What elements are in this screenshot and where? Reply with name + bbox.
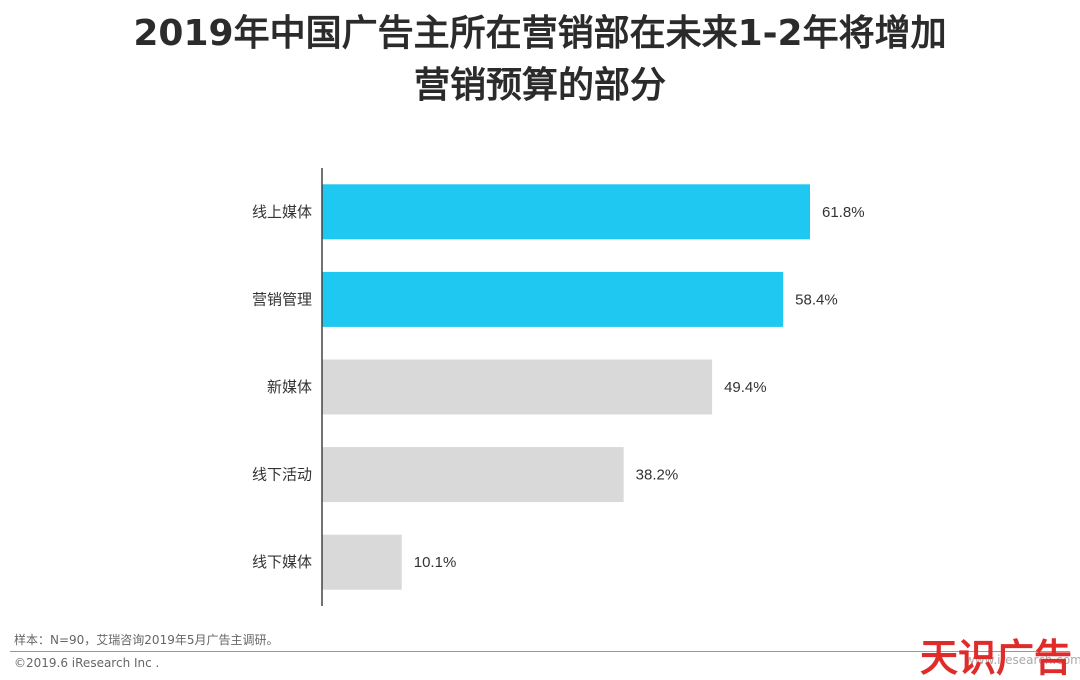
- bar-1: [322, 184, 810, 240]
- category-label-4: 线下活动: [252, 466, 312, 484]
- bars-group: [322, 184, 810, 590]
- footer-divider: [10, 651, 1070, 652]
- category-label-5: 线下媒体: [252, 553, 312, 571]
- bar-3: [322, 359, 713, 415]
- labels-group: 线上媒体 61.8% 营销管理 58.4% 新媒体 49.4% 线下活动 38.2% 线下媒体 1…: [252, 203, 865, 571]
- chart-title: 2019年中国广告主所在营销部在未来1-2年将增加 营销预算的部分: [0, 8, 1080, 112]
- watermark-url: www.iresearch.com: [965, 653, 1080, 667]
- value-label-4: 38.2%: [636, 467, 679, 484]
- value-label-2: 58.4%: [795, 291, 838, 308]
- sample-footnote: 样本：N=90，艾瑞咨询2019年5月广告主调研。: [14, 633, 279, 647]
- value-label-5: 10.1%: [414, 554, 457, 571]
- category-label-1: 线上媒体: [252, 203, 312, 221]
- value-label-3: 49.4%: [724, 379, 767, 396]
- bar-5: [322, 534, 402, 590]
- value-label-1: 61.8%: [822, 204, 865, 221]
- chart-title-line-2: 营销预算的部分: [413, 65, 666, 106]
- category-label-3: 新媒体: [267, 378, 312, 396]
- category-label-2: 营销管理: [252, 290, 312, 308]
- watermark-logo: 天识广告: [920, 636, 1073, 680]
- chart-title-line-1: 2019年中国广告主所在营销部在未来1-2年将增加: [133, 13, 947, 54]
- copyright-text: ©2019.6 iResearch Inc .: [14, 656, 160, 670]
- bar-2: [322, 271, 784, 327]
- bar-4: [322, 447, 624, 503]
